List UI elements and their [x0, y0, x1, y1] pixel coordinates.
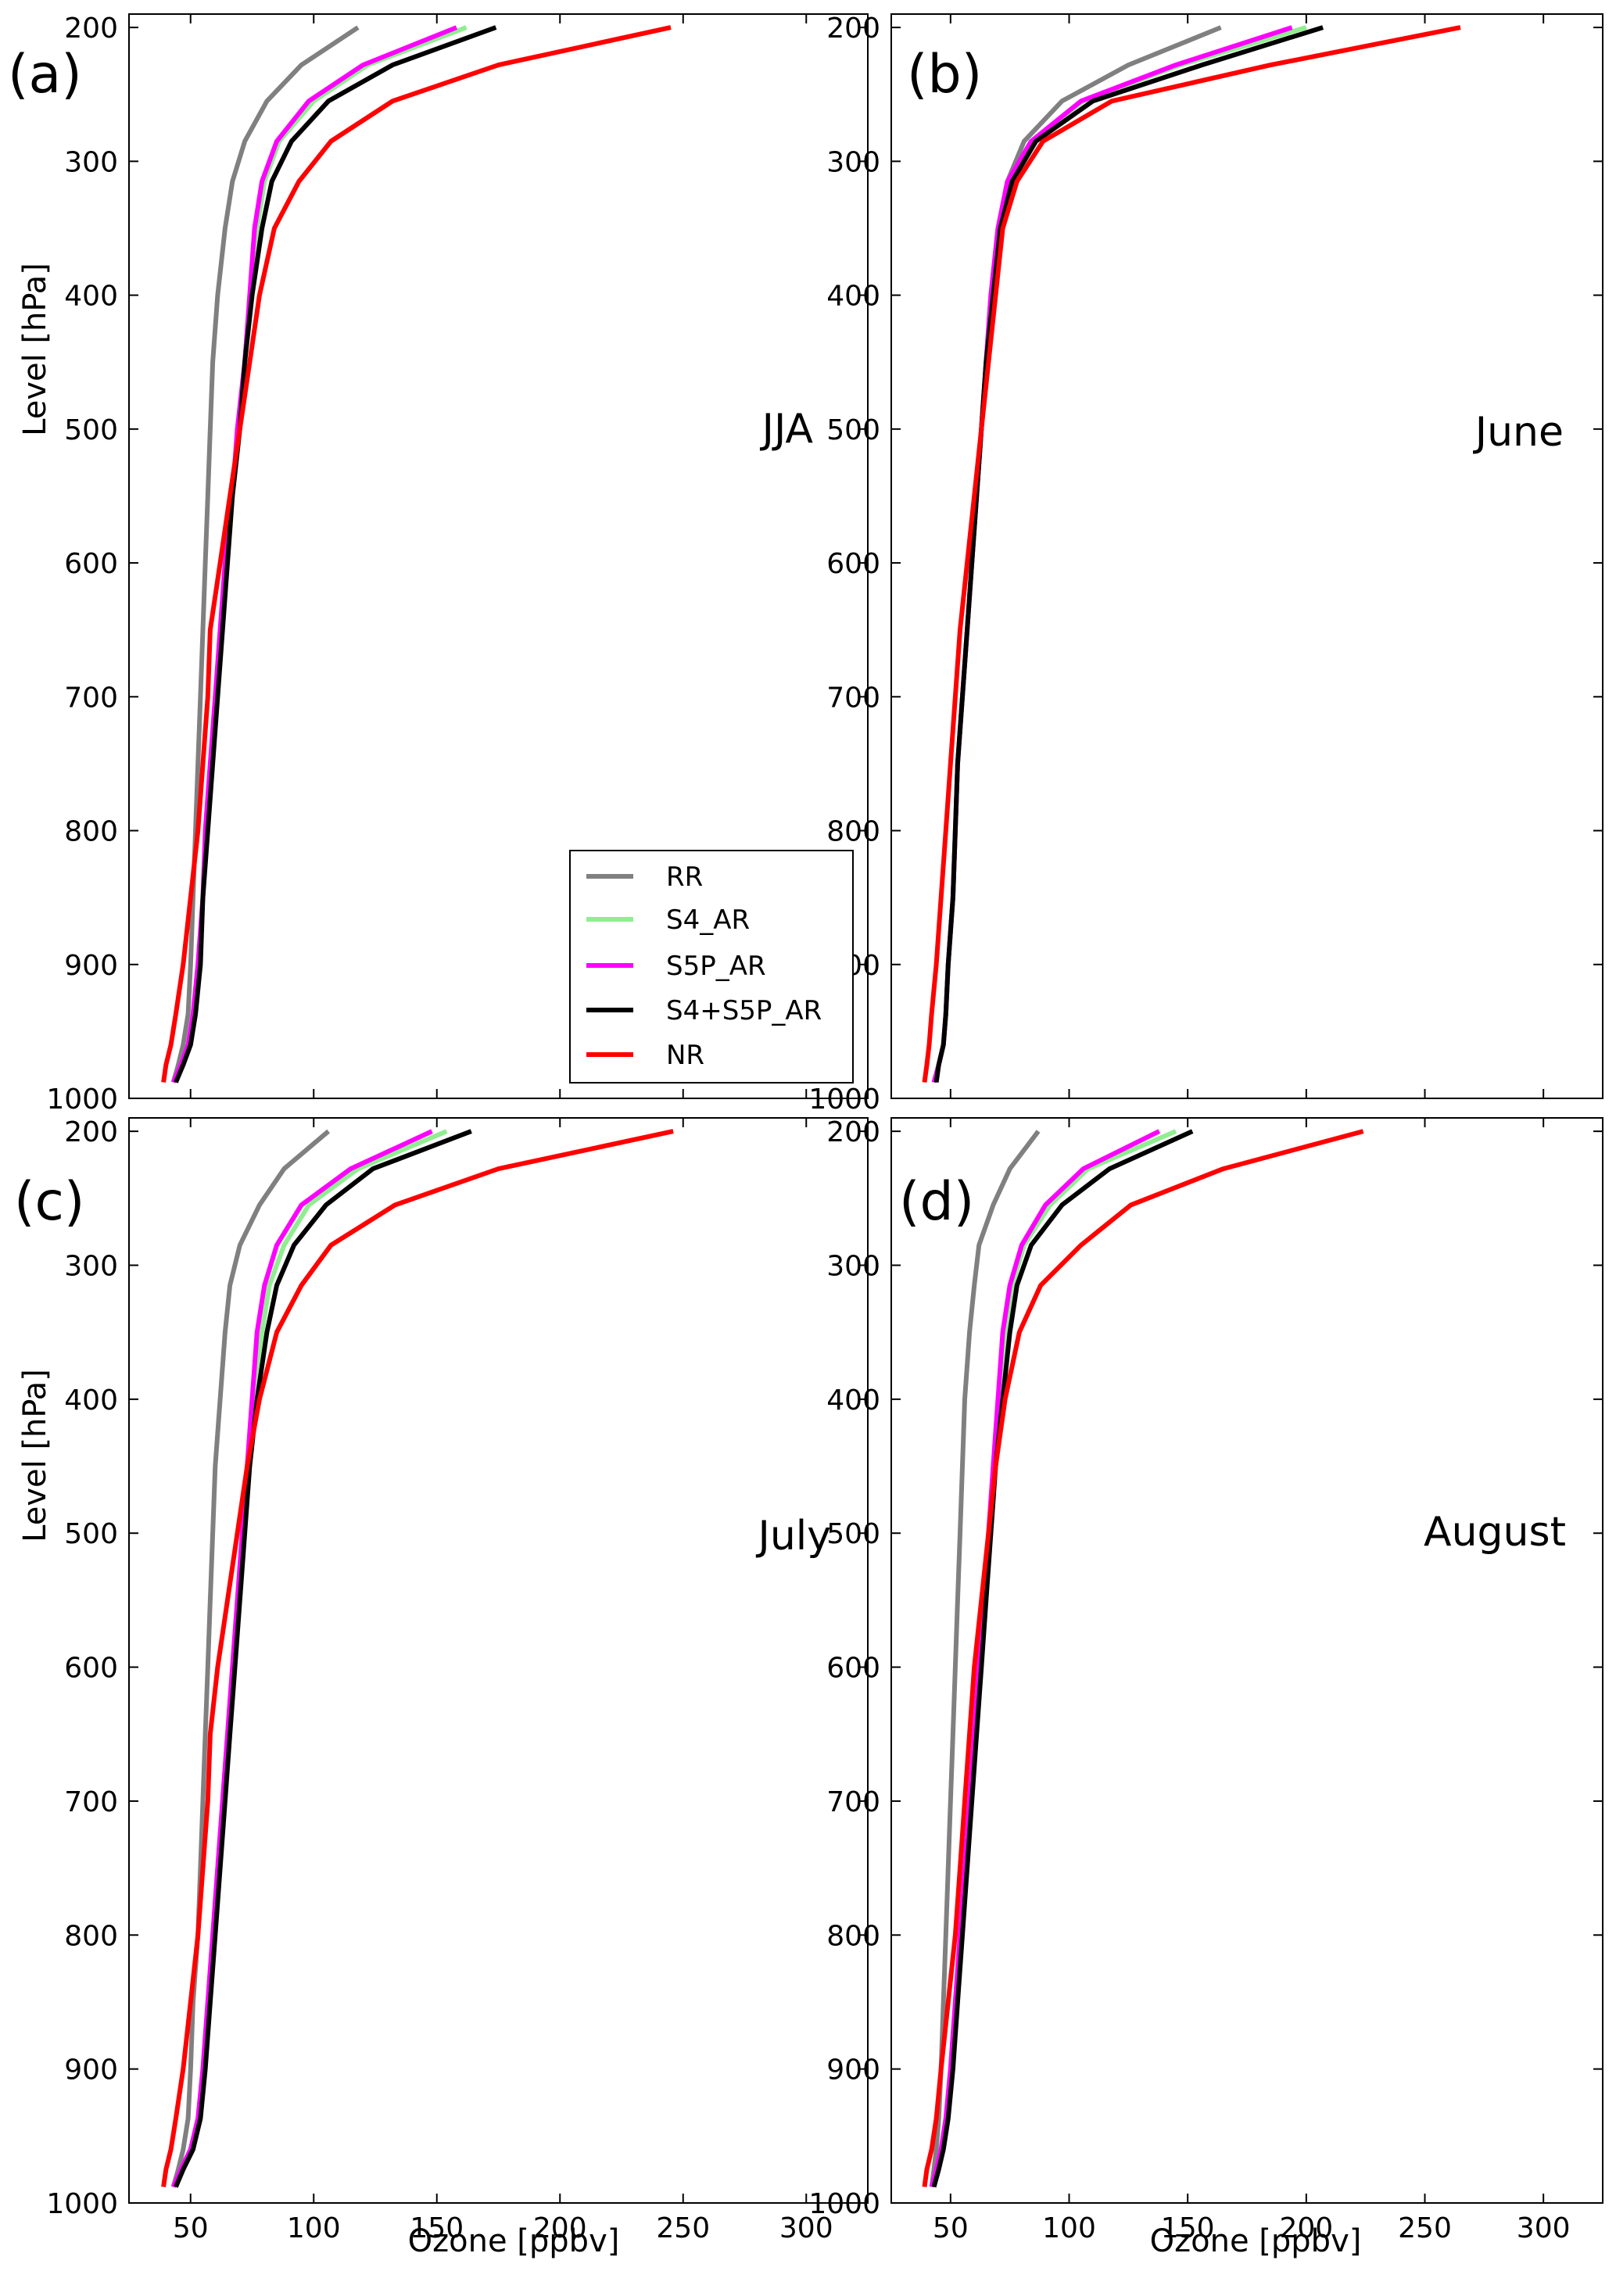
plot-frame: [128, 13, 869, 1099]
plot-frame: [128, 1117, 869, 2204]
series-line-s4-s5p-ar: [933, 25, 1324, 1083]
y-tick-label: 400: [64, 1384, 118, 1417]
y-tick-label: 700: [826, 682, 880, 714]
panel-jja: 200 300 400 500 600 700 800 900 1000 (a) JJA: [8, 13, 869, 1116]
y-tick-label: 500: [64, 1518, 118, 1550]
y-tick-label: 900: [64, 950, 118, 982]
x-tick-label: 250: [1398, 2212, 1452, 2244]
season-label: June: [1473, 409, 1564, 456]
x-tick-label: 150: [1161, 2212, 1215, 2244]
y-axis-title-top: Level [hPa]: [17, 263, 53, 436]
series-line-s5p-ar: [170, 25, 458, 1084]
legend-label-s4-s5p-ar: S4+S5P_AR: [666, 995, 822, 1026]
x-tick-label: 300: [1517, 2212, 1571, 2244]
y-tick-label: 300: [64, 1250, 118, 1282]
y-tick-label: 800: [826, 1920, 880, 1952]
y-tick-label: 800: [826, 816, 880, 848]
y-tick-label: 300: [64, 146, 118, 178]
x-tick-label: 50: [173, 2212, 209, 2244]
series-line-nr: [922, 1129, 1364, 2187]
x-tick-label: 200: [1279, 2212, 1333, 2244]
y-tick-label: 600: [64, 548, 118, 580]
series-line-s4-s5p-ar: [174, 1129, 472, 2188]
y-tick-label: 600: [64, 1653, 118, 1685]
y-tick-label: 400: [64, 281, 118, 313]
y-tick-label: 900: [826, 2054, 880, 2086]
y-tick-label: 700: [826, 1786, 880, 1818]
panel-letter: (b): [907, 44, 982, 106]
y-tick-label: 500: [826, 1518, 880, 1550]
season-label: JJA: [760, 406, 814, 453]
y-tick-label: 300: [826, 146, 880, 178]
y-tick-label: 1000: [46, 1084, 118, 1116]
x-tick-label: 250: [656, 2212, 710, 2244]
panel-letter: (a): [8, 44, 82, 106]
y-tick-label: 1000: [808, 2188, 880, 2220]
x-tick-label: 200: [533, 2212, 587, 2244]
series-line-rr: [170, 1129, 331, 2188]
x-tick-label: 100: [287, 2212, 341, 2244]
x-tick-label: 100: [1042, 2212, 1096, 2244]
legend-label-rr: RR: [666, 861, 703, 893]
x-tick-label: 150: [410, 2212, 464, 2244]
panel-august: 200 300 400 500 600 700 800 900 1000 50 100 150 200 2…: [808, 1116, 1603, 2244]
y-tick-label: 500: [64, 414, 118, 446]
season-label: July: [755, 1513, 831, 1560]
y-tick-label: 1000: [46, 2188, 118, 2220]
x-axis-title-right: Ozone [ppbv]: [1150, 2223, 1362, 2259]
y-tick-label: 700: [64, 682, 118, 714]
plot-frame: [890, 13, 1603, 1099]
series-line-s5p-ar: [929, 1129, 1161, 2188]
x-tick-label: 50: [933, 2212, 969, 2244]
y-tick-label: 200: [826, 13, 880, 45]
panel-letter: (c): [14, 1171, 84, 1233]
y-tick-label: 200: [826, 1116, 880, 1148]
y-tick-label: 800: [64, 816, 118, 848]
y-tick-label: 200: [64, 1116, 118, 1148]
legend: RR S4_AR S5P_AR S4+S5P_AR NR: [569, 850, 854, 1084]
season-label: August: [1424, 1509, 1566, 1556]
series-line-nr: [161, 1129, 674, 2187]
y-tick-label: 1000: [808, 1084, 880, 1116]
legend-label-s4-ar: S4_AR: [666, 904, 750, 936]
y-tick-label: 700: [64, 1786, 118, 1818]
y-tick-label: 800: [64, 1920, 118, 1952]
x-axis-title-left: Ozone [ppbv]: [408, 2223, 620, 2259]
y-tick-label: 400: [826, 1384, 880, 1417]
legend-label-nr: NR: [666, 1040, 704, 1071]
series-line-s5p-ar: [170, 1129, 433, 2188]
panel-letter: (d): [899, 1171, 974, 1233]
legend-label-s5p-ar: S5P_AR: [666, 951, 766, 982]
y-tick-label: 600: [826, 1653, 880, 1685]
y-tick-label: 600: [826, 548, 880, 580]
series-line-nr: [161, 25, 672, 1083]
x-tick-label: 300: [779, 2212, 833, 2244]
panel-july: 200 300 400 500 600 700 800 900 1000 50 100 150 200 2…: [14, 1116, 869, 2244]
plot-frame: [890, 1117, 1603, 2204]
series-line-rr: [170, 25, 360, 1084]
series-line-s4-s5p-ar: [174, 25, 497, 1084]
y-tick-label: 300: [826, 1250, 880, 1282]
series-line-nr: [922, 25, 1461, 1083]
y-tick-label: 500: [826, 414, 880, 446]
y-tick-label: 400: [826, 281, 880, 313]
y-axis-title-bottom: Level [hPa]: [17, 1369, 53, 1542]
y-tick-label: 900: [64, 2054, 118, 2086]
series-line-s4-s5p-ar: [931, 1129, 1194, 2188]
y-tick-label: 200: [64, 13, 118, 45]
